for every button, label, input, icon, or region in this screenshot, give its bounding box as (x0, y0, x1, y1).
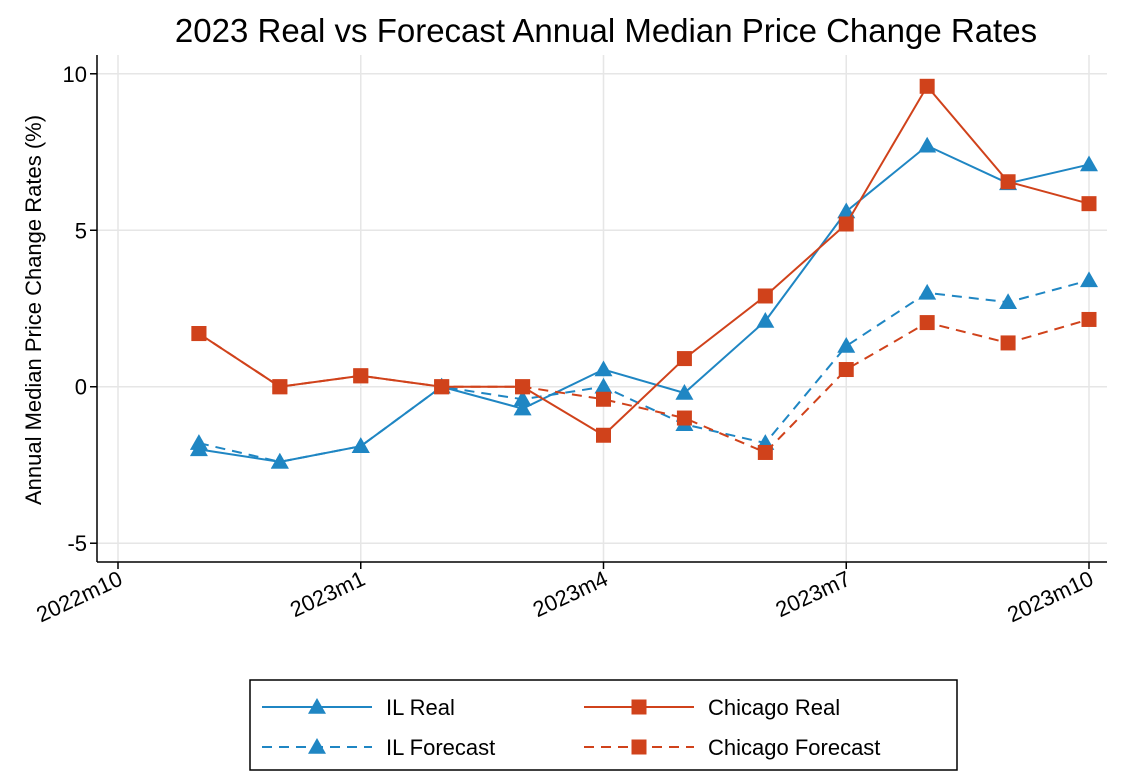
point (270, 452, 289, 469)
y-tick-label: -5 (67, 531, 87, 556)
point (189, 434, 208, 450)
point (1080, 155, 1098, 172)
legend-marker (631, 739, 647, 755)
point (919, 78, 935, 94)
point (594, 377, 613, 394)
legend-box (249, 679, 958, 771)
point (757, 288, 773, 304)
point (676, 351, 692, 367)
legend-marker (631, 699, 647, 715)
legend-label: Chicago Forecast (708, 735, 880, 760)
point (594, 360, 613, 377)
series-line (198, 144, 1090, 463)
point (596, 391, 611, 407)
point (999, 293, 1018, 309)
point (513, 390, 532, 407)
series-line (198, 318, 1090, 454)
point (918, 136, 937, 153)
point (513, 399, 532, 416)
point (838, 216, 854, 232)
point (1081, 196, 1097, 212)
y-tick-label: 0 (75, 375, 87, 400)
point (1081, 311, 1097, 327)
point (353, 368, 369, 384)
y-axis-label: Annual Median Price Change Rates (%) (21, 115, 46, 505)
series-line (198, 84, 1090, 437)
point (838, 362, 854, 378)
point (191, 326, 207, 342)
legend-label: IL Forecast (386, 735, 495, 760)
point (1000, 174, 1016, 190)
point (919, 315, 935, 331)
series-line (198, 279, 1090, 463)
point (351, 437, 370, 453)
point (515, 379, 531, 395)
point (837, 202, 856, 219)
point (1080, 271, 1098, 288)
legend-marker (308, 738, 326, 754)
point (757, 444, 773, 460)
y-tick-label: 5 (75, 218, 87, 243)
point (434, 379, 450, 395)
point (596, 427, 611, 443)
point (1000, 335, 1016, 351)
point (837, 337, 856, 353)
point (272, 379, 288, 395)
legend-label: Chicago Real (708, 695, 840, 720)
legend-label: IL Real (386, 695, 455, 720)
chart-title: 2023 Real vs Forecast Annual Median Pric… (175, 12, 1037, 49)
point (918, 283, 937, 300)
point (676, 410, 692, 426)
point (675, 384, 694, 400)
legend-marker (308, 698, 326, 714)
y-tick-label: 10 (63, 62, 87, 87)
point (756, 312, 775, 328)
